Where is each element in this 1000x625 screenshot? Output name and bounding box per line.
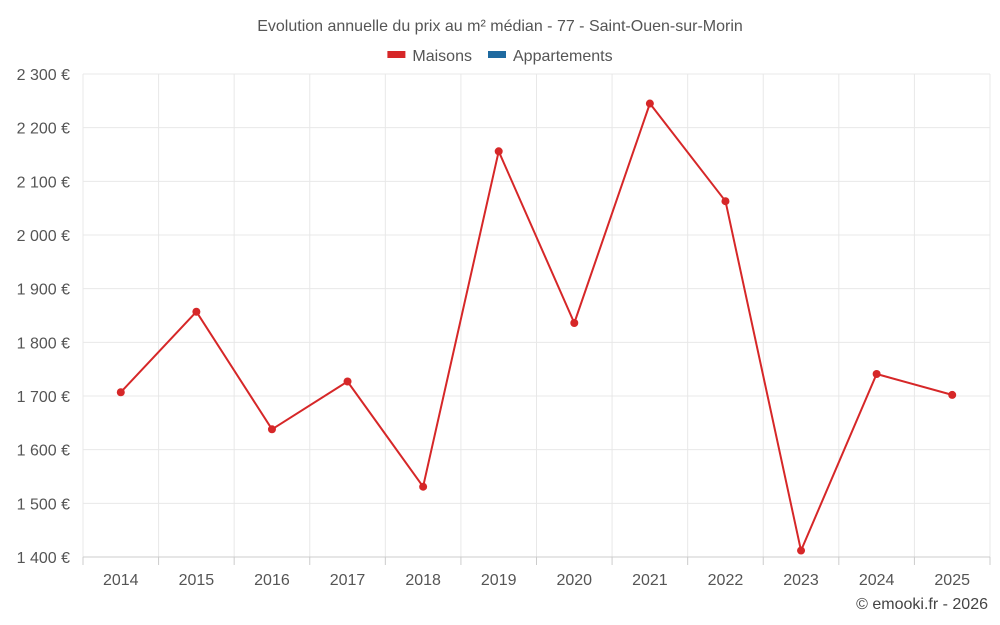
legend-swatch (387, 51, 406, 58)
x-tick-label: 2023 (783, 572, 819, 589)
y-tick-label: 2 100 € (17, 174, 70, 191)
y-axis: 1 400 € 1 500 € 1 600 € 1 700 € 1 800 € 1 900… (17, 67, 70, 567)
x-tick-label: 2022 (708, 572, 744, 589)
data-point (721, 197, 730, 206)
y-tick-label: 1 600 € (17, 443, 70, 460)
credit-text: © emooki.fr - 2026 (856, 596, 988, 613)
data-point (948, 390, 957, 399)
data-point (494, 147, 503, 156)
legend-swatch (488, 51, 506, 58)
x-tick-label: 2015 (179, 572, 215, 589)
x-tick-label: 2025 (934, 572, 970, 589)
y-tick-label: 1 500 € (17, 496, 70, 513)
y-tick-label: 1 700 € (17, 389, 70, 406)
y-tick-label: 1 400 € (17, 550, 70, 567)
grid (82, 73, 991, 558)
chart-title: Evolution annuelle du prix au m² médian … (257, 18, 743, 35)
y-tick-label: 2 300 € (17, 67, 70, 84)
data-point (570, 319, 579, 328)
legend: Maisons Appartements (387, 48, 613, 65)
x-tick-label: 2014 (103, 572, 139, 589)
data-point (192, 307, 201, 316)
y-tick-label: 1 900 € (17, 282, 70, 299)
x-tick-label: 2018 (405, 572, 441, 589)
data-point (419, 482, 428, 491)
x-tick-label: 2016 (254, 572, 290, 589)
y-tick-label: 2 000 € (17, 228, 70, 245)
data-point (116, 388, 125, 397)
x-tick-label: 2017 (330, 572, 366, 589)
x-tick-label: 2019 (481, 572, 517, 589)
y-tick-label: 2 200 € (17, 121, 70, 138)
x-axis: 2014 2015 2016 2017 2018 2019 2020 2021 2022 2023… (82, 556, 991, 589)
x-tick-label: 2021 (632, 572, 668, 589)
legend-item-appartements: Appartements (488, 48, 613, 65)
legend-label: Appartements (513, 48, 613, 65)
x-tick-label: 2020 (556, 572, 592, 589)
series-line-maisons (120, 102, 953, 552)
data-point (797, 546, 806, 555)
data-point (872, 369, 881, 378)
data-point (267, 425, 276, 434)
y-tick-label: 1 800 € (17, 335, 70, 352)
data-point (645, 99, 654, 108)
x-tick-label: 2024 (859, 572, 895, 589)
legend-item-maisons: Maisons (387, 48, 472, 65)
series-area (116, 99, 957, 555)
legend-label: Maisons (412, 48, 472, 65)
data-point (343, 377, 352, 386)
